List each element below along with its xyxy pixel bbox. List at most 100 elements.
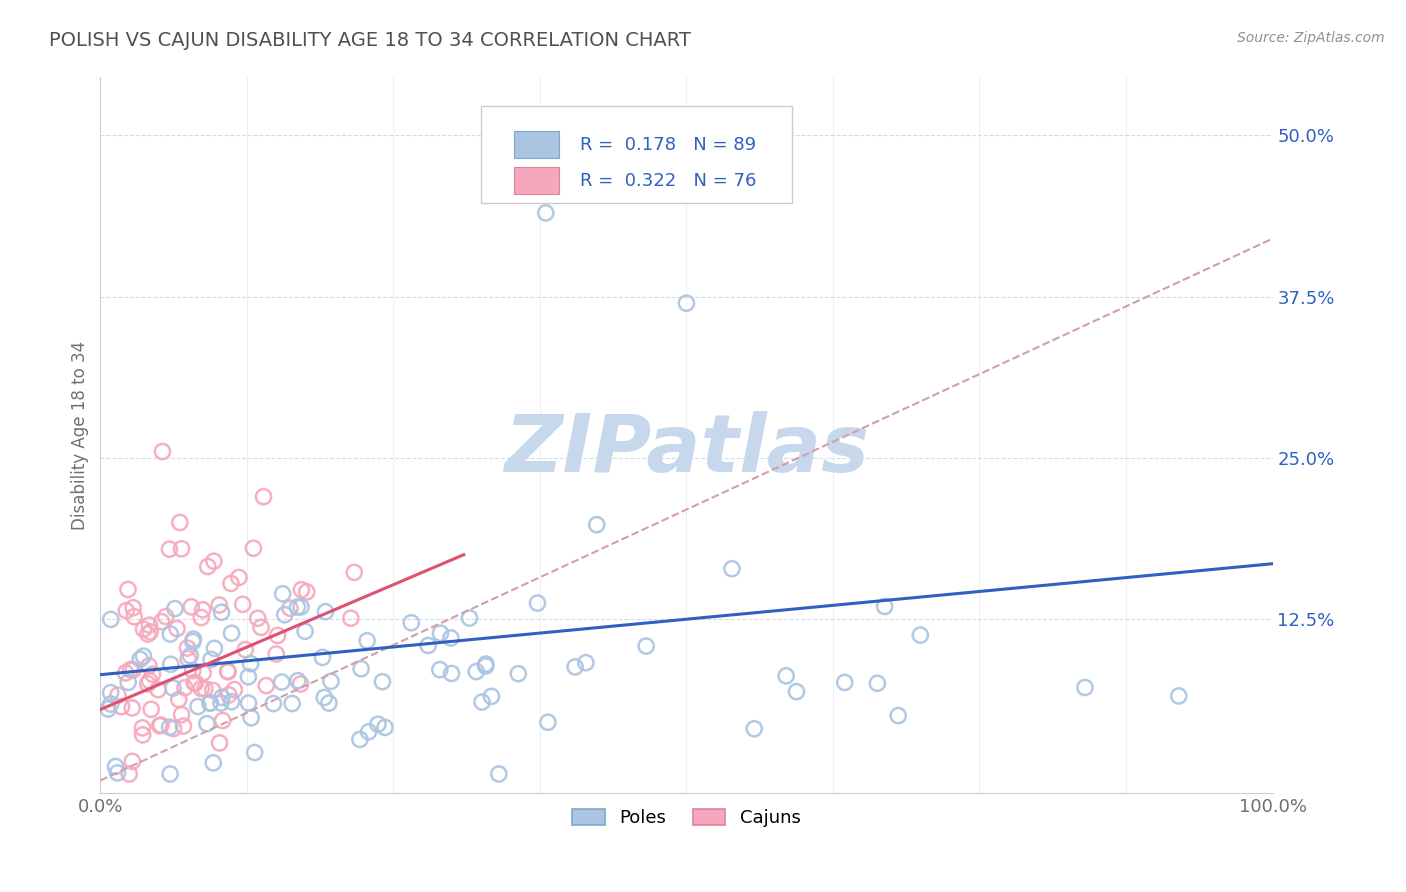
Point (138, 673, 160, 688)
Point (232, 597, 254, 611)
Point (481, 690, 503, 704)
Point (172, 719, 194, 733)
Point (181, 664, 204, 678)
Point (238, 670, 260, 684)
Point (1167, 689, 1189, 703)
Point (167, 692, 190, 706)
Point (273, 607, 295, 622)
Point (675, 296, 697, 310)
Point (471, 695, 494, 709)
Legend: Poles, Cajuns: Poles, Cajuns (565, 802, 808, 834)
Point (120, 663, 142, 677)
Point (97, 702, 120, 716)
Point (295, 585, 318, 599)
Point (107, 765, 129, 780)
Point (159, 627, 181, 641)
Point (204, 641, 226, 656)
Point (281, 697, 304, 711)
Point (233, 642, 256, 657)
Point (526, 596, 548, 610)
Point (834, 675, 856, 690)
Point (357, 724, 380, 739)
Point (146, 682, 169, 697)
Point (107, 688, 129, 702)
Point (314, 690, 336, 705)
Point (218, 688, 240, 702)
Point (350, 662, 373, 676)
Point (343, 566, 366, 580)
Point (311, 650, 333, 665)
Point (250, 620, 273, 634)
Point (139, 624, 162, 639)
Point (122, 609, 145, 624)
Point (100, 697, 122, 711)
Point (873, 599, 896, 614)
Point (264, 647, 287, 661)
FancyBboxPatch shape (515, 131, 558, 158)
Point (183, 675, 205, 690)
Point (181, 632, 204, 646)
Point (202, 756, 225, 770)
Point (208, 736, 231, 750)
Point (287, 673, 309, 688)
Point (190, 610, 212, 624)
Point (170, 707, 193, 722)
Point (100, 612, 122, 626)
Point (159, 657, 181, 672)
Point (319, 674, 342, 689)
Text: POLISH VS CAJUN DISABILITY AGE 18 TO 34 CORRELATION CHART: POLISH VS CAJUN DISABILITY AGE 18 TO 34 … (49, 31, 692, 50)
Point (129, 652, 152, 666)
Point (367, 717, 389, 731)
Point (440, 666, 463, 681)
Point (866, 676, 889, 690)
Point (181, 634, 204, 648)
Point (219, 576, 242, 591)
Point (465, 665, 488, 679)
Point (262, 697, 284, 711)
Point (159, 767, 181, 781)
Point (458, 611, 481, 625)
Point (349, 732, 371, 747)
Point (266, 628, 288, 642)
Point (179, 648, 201, 663)
Point (155, 609, 177, 624)
Point (575, 656, 598, 670)
Point (114, 665, 136, 680)
Point (564, 660, 586, 674)
Text: R =  0.178   N = 89: R = 0.178 N = 89 (579, 136, 756, 153)
Point (290, 599, 312, 614)
Y-axis label: Disability Age 18 to 34: Disability Age 18 to 34 (72, 341, 89, 530)
Point (122, 600, 145, 615)
Point (131, 728, 153, 742)
Point (1074, 681, 1097, 695)
Text: ZIPatlas: ZIPatlas (503, 410, 869, 489)
Point (177, 651, 200, 665)
Point (176, 641, 198, 656)
Point (243, 746, 266, 760)
Point (228, 570, 250, 584)
Point (132, 622, 155, 636)
Point (270, 675, 292, 690)
Point (238, 696, 260, 710)
Point (197, 559, 219, 574)
Point (910, 628, 932, 642)
Point (187, 699, 209, 714)
Point (166, 622, 188, 636)
Point (162, 681, 184, 695)
Point (150, 615, 173, 629)
Point (163, 601, 186, 615)
Point (149, 718, 172, 732)
Point (100, 685, 122, 699)
Point (585, 517, 607, 532)
Point (271, 587, 294, 601)
Point (356, 633, 378, 648)
Point (418, 639, 440, 653)
Point (200, 652, 222, 666)
Point (887, 708, 910, 723)
Point (136, 677, 159, 691)
Point (240, 711, 263, 725)
Point (318, 696, 340, 710)
Text: R =  0.322   N = 76: R = 0.322 N = 76 (579, 172, 756, 190)
Point (138, 659, 160, 673)
Point (775, 669, 797, 683)
